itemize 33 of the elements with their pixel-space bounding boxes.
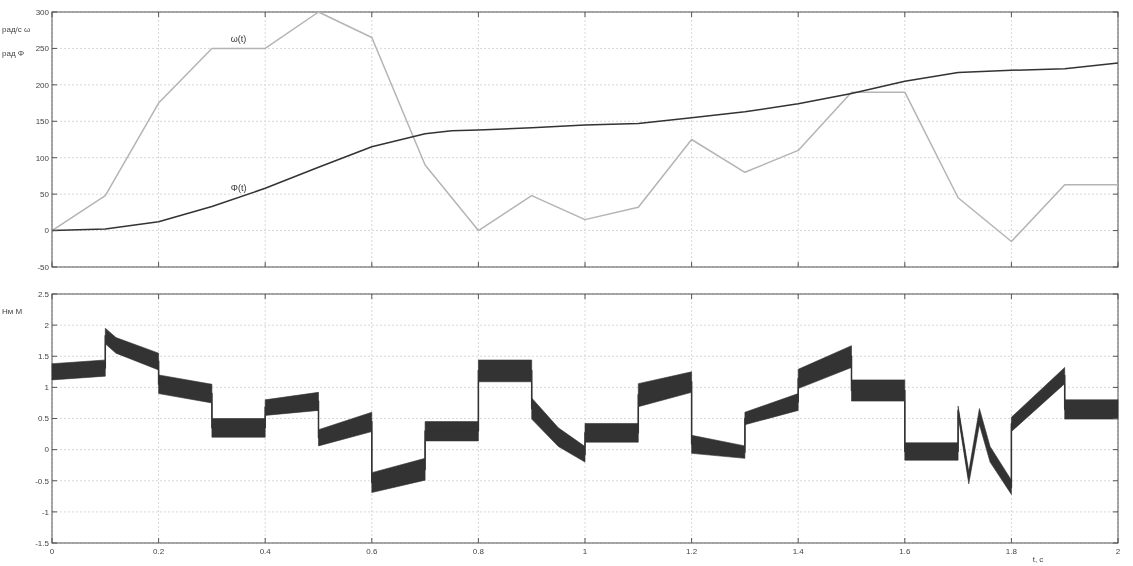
x-tick-label: 1.8: [1005, 547, 1018, 556]
series-label: ω(t): [230, 34, 247, 45]
x-tick-label: 1.4: [792, 547, 805, 556]
x-tick-label: 0.8: [472, 547, 485, 556]
y-tick-label: -1.5: [35, 538, 50, 548]
y-tick-label: 200: [35, 80, 50, 90]
y-tick-label: 1.5: [37, 352, 50, 362]
y-tick-label: 100: [35, 153, 50, 163]
y-tick-label: 2.5: [37, 289, 50, 299]
x-tick-label: 0.2: [153, 547, 165, 556]
y-tick-label: 150: [35, 117, 50, 127]
x-tick-label: 1.2: [686, 547, 698, 556]
x-tick-label: 1.6: [899, 547, 911, 556]
y-tick-label: -50: [37, 262, 50, 272]
y-tick-label: -0.5: [35, 476, 50, 486]
series-label: Φ(t): [230, 183, 247, 194]
y-tick-label: 250: [35, 44, 50, 54]
text: рад Φ: [2, 49, 25, 58]
y-tick-label: 0.5: [37, 414, 50, 424]
x-tick-label: 0.6: [366, 547, 378, 556]
y-tick-label: 0: [44, 445, 50, 455]
y-tick-label: 0: [44, 226, 50, 236]
x-tick-label: 1: [582, 547, 588, 556]
x-axis-title: t, с: [1032, 555, 1044, 564]
y-tick-label: 2: [44, 320, 50, 330]
y-tick-label: 300: [35, 7, 50, 17]
y-tick-label: 50: [40, 189, 50, 199]
y-tick-label: 1: [44, 383, 50, 393]
x-tick-label: 2: [1115, 547, 1121, 556]
y-axis-title: рад/с ω: [2, 25, 31, 34]
x-tick-label: 0.4: [259, 547, 272, 556]
y-tick-label: -1: [41, 507, 50, 517]
y-axis-title: Нм M: [2, 307, 23, 316]
